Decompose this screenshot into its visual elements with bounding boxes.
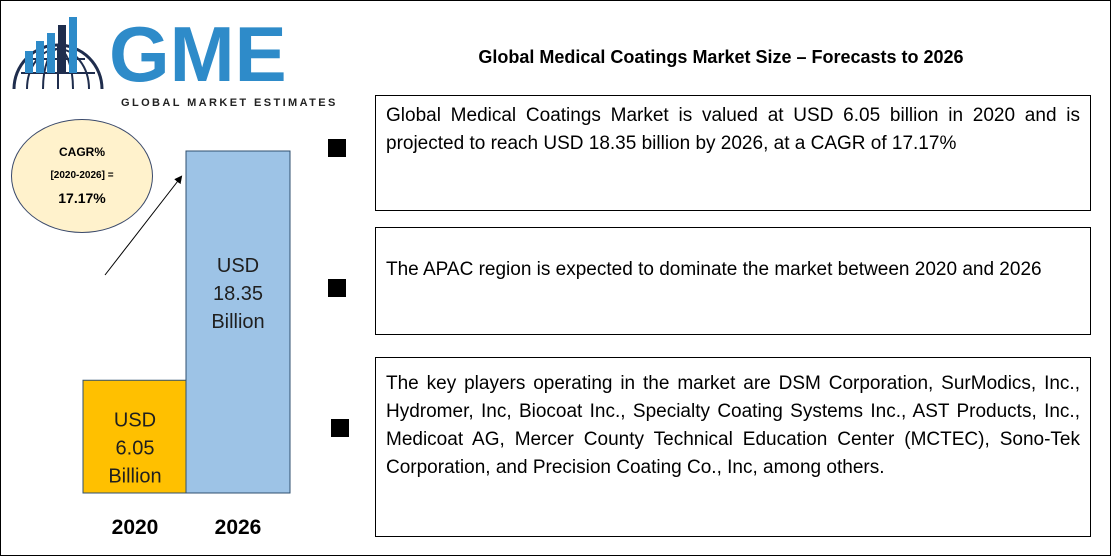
- point-box-2: The APAC region is expected to dominate …: [375, 227, 1091, 335]
- bar-label-2020-line-3: Billion: [108, 466, 161, 488]
- bar-label-2020-line-2: 6.05: [116, 438, 155, 460]
- point-text-1: Global Medical Coatings Market is valued…: [386, 105, 1080, 154]
- bar-label-2026-line-3: Billion: [211, 311, 264, 333]
- bar-2026: [185, 150, 291, 494]
- point-text-2: The APAC region is expected to dominate …: [386, 259, 1042, 280]
- bar-label-2026-line-1: USD: [217, 255, 259, 277]
- x-tick-label-2026: 2026: [215, 516, 262, 539]
- growth-arrow: [104, 175, 183, 276]
- cagr-bubble: CAGR% [2020-2026] = 17.17%: [11, 119, 153, 233]
- point-box-1: Global Medical Coatings Market is valued…: [375, 95, 1091, 211]
- page-title: Global Medical Coatings Market Size – Fo…: [478, 47, 964, 67]
- bar-label-2026-line-2: 18.35: [213, 283, 263, 305]
- cagr-value: 17.17%: [58, 190, 106, 206]
- bullet-3-icon: [331, 419, 349, 437]
- bullet-1-icon: [328, 139, 346, 157]
- cagr-period: [2020-2026] =: [50, 170, 114, 181]
- x-tick-label-2020: 2020: [112, 516, 159, 539]
- cagr-label: CAGR%: [58, 145, 105, 159]
- bar-chart: USD 6.05 Billion 2020 USD 18.35 Billion 2026: [82, 150, 291, 539]
- bar-label-2020-line-1: USD: [114, 410, 156, 432]
- point-text-3: The key players operating in the market …: [386, 373, 1080, 478]
- logo-tagline: GLOBAL MARKET ESTIMATES: [121, 97, 338, 109]
- logo-letters: GME: [109, 11, 287, 91]
- logo-graphic: GME: [12, 10, 287, 98]
- point-box-3: The key players operating in the market …: [375, 357, 1091, 537]
- logo-bars-icon: [25, 17, 77, 73]
- bullet-2-icon: [328, 279, 346, 297]
- gme-logo: GME GLOBAL MARKET ESTIMATES: [9, 10, 339, 109]
